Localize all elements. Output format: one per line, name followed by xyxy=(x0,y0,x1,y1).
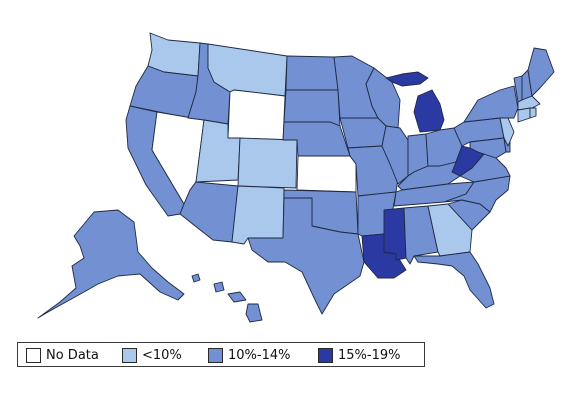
state-hi-2 xyxy=(213,281,225,293)
legend-item-10-14: 10%-14% xyxy=(208,347,290,363)
state-mi xyxy=(413,89,445,133)
state-ct xyxy=(517,107,531,123)
state-wy xyxy=(227,89,286,143)
state-ia xyxy=(339,117,387,149)
state-hi-4 xyxy=(245,303,263,323)
state-sd xyxy=(283,89,341,127)
legend-item-under-10: <10% xyxy=(122,347,182,363)
state-mi-upper xyxy=(385,71,429,87)
legend-label: <10% xyxy=(142,347,182,363)
state-ks xyxy=(296,155,357,193)
legend-item-15-19: 15%-19% xyxy=(318,347,400,363)
state-fl xyxy=(413,251,495,309)
state-me xyxy=(527,47,555,97)
state-ri xyxy=(529,107,537,119)
legend-swatch xyxy=(122,347,137,363)
state-tx xyxy=(247,197,365,315)
legend-swatch xyxy=(26,347,41,363)
state-ak xyxy=(37,209,185,319)
state-nd xyxy=(285,55,339,91)
legend-label: 10%-14% xyxy=(228,347,291,363)
state-ms xyxy=(383,207,407,261)
legend: No Data <10% 10%-14% 15%-19% xyxy=(17,342,425,367)
state-ny xyxy=(463,85,519,123)
legend-label: 15%-19% xyxy=(338,347,401,363)
state-il xyxy=(381,125,409,185)
state-co xyxy=(237,137,298,189)
state-hi-3 xyxy=(227,291,247,303)
state-hi-1 xyxy=(191,273,201,283)
state-nm xyxy=(231,185,285,245)
legend-swatch xyxy=(208,347,223,363)
legend-swatch xyxy=(318,347,333,363)
legend-item-no-data: No Data xyxy=(26,347,99,363)
legend-label: No Data xyxy=(46,347,99,363)
